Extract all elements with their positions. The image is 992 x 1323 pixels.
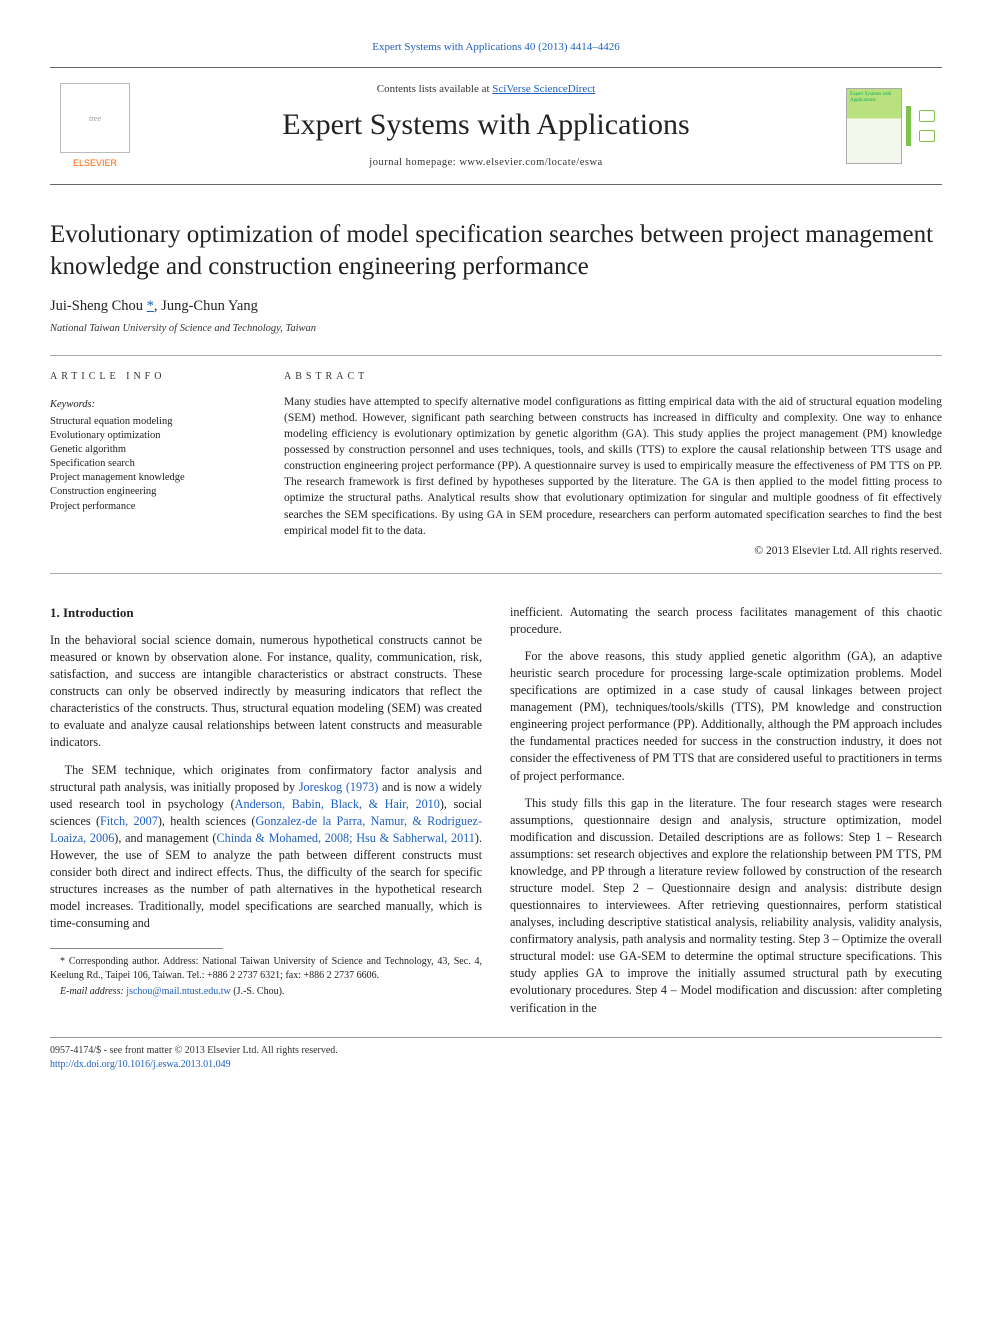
journal-cover-thumb: Expert Systems with Applications [846, 88, 902, 164]
abstract-head: ABSTRACT [284, 370, 942, 384]
corresponding-author-mark[interactable]: * [147, 298, 154, 314]
footnotes-block: * Corresponding author. Address: Nationa… [50, 948, 482, 999]
abstract-col: ABSTRACT Many studies have attempted to … [284, 370, 942, 559]
article-info-col: ARTICLE INFO Keywords: Structural equati… [50, 370, 260, 559]
abstract-text: Many studies have attempted to specify a… [284, 394, 942, 539]
article-info-head: ARTICLE INFO [50, 370, 260, 384]
email-footnote: E-mail address: jschou@mail.ntust.edu.tw… [50, 985, 482, 999]
affiliation: National Taiwan University of Science an… [50, 322, 942, 337]
keyword-item: Project performance [50, 500, 260, 514]
author-2: , Jung-Chun Yang [154, 298, 258, 314]
author-email-link[interactable]: jschou@mail.ntust.edu.tw [126, 986, 230, 997]
homepage-url[interactable]: www.elsevier.com/locate/eswa [459, 157, 602, 168]
top-citation: Expert Systems with Applications 40 (201… [50, 40, 942, 55]
sciencedirect-link[interactable]: SciVerse ScienceDirect [492, 83, 595, 95]
authors-line: Jui-Sheng Chou *, Jung-Chun Yang [50, 296, 942, 316]
keywords-head: Keywords: [50, 398, 260, 413]
keyword-item: Structural equation modeling [50, 415, 260, 429]
corner-badge-icon [906, 106, 942, 146]
doi-link[interactable]: http://dx.doi.org/10.1016/j.eswa.2013.01… [50, 1059, 231, 1070]
corresponding-footnote: * Corresponding author. Address: Nationa… [50, 955, 482, 982]
body-para: This study fills this gap in the literat… [510, 795, 942, 1017]
keyword-item: Evolutionary optimization [50, 429, 260, 443]
body-para: In the behavioral social science domain,… [50, 632, 482, 752]
paper-title: Evolutionary optimization of model speci… [50, 219, 942, 282]
homepage-label: journal homepage: [369, 157, 456, 168]
article-title-block: Evolutionary optimization of model speci… [50, 219, 942, 336]
contents-prefix: Contents lists available at [377, 83, 490, 95]
citation-link[interactable]: Chinda & Mohamed, 2008; Hsu & Sabherwal,… [216, 831, 474, 845]
journal-header: tree ELSEVIER Contents lists available a… [50, 67, 942, 185]
article-meta-row: ARTICLE INFO Keywords: Structural equati… [50, 355, 942, 574]
keyword-item: Project management knowledge [50, 471, 260, 485]
abstract-copyright: © 2013 Elsevier Ltd. All rights reserved… [284, 543, 942, 559]
journal-homepage-line: journal homepage: www.elsevier.com/locat… [152, 156, 820, 171]
header-right-thumbs: Expert Systems with Applications [832, 76, 942, 176]
journal-name: Expert Systems with Applications [152, 104, 820, 146]
citation-link[interactable]: Anderson, Babin, Black, & Hair, 2010 [235, 797, 440, 811]
publisher-logo: tree ELSEVIER [50, 76, 140, 176]
keywords-list: Structural equation modeling Evolutionar… [50, 415, 260, 514]
section-1-head: 1. Introduction [50, 604, 482, 622]
keyword-item: Specification search [50, 457, 260, 471]
front-matter-line: 0957-4174/$ - see front matter © 2013 El… [50, 1044, 942, 1058]
citation-link[interactable]: Fitch, 2007 [100, 814, 158, 828]
publisher-name: ELSEVIER [60, 157, 130, 170]
body-para: inefficient. Automating the search proce… [510, 604, 942, 638]
body-text: ), and management ( [114, 831, 216, 845]
badge-dot-icon [919, 110, 935, 122]
body-text: ), health sciences ( [158, 814, 256, 828]
elsevier-tree-icon: tree [60, 83, 130, 153]
contents-available-line: Contents lists available at SciVerse Sci… [152, 82, 820, 97]
cover-thumb-text: Expert Systems with Applications [850, 92, 898, 103]
citation-link[interactable]: Joreskog (1973) [299, 780, 379, 794]
footnote-separator [50, 948, 223, 949]
keyword-item: Construction engineering [50, 485, 260, 499]
page-footer: 0957-4174/$ - see front matter © 2013 El… [50, 1037, 942, 1072]
email-label: E-mail address: [60, 986, 124, 997]
body-columns: 1. Introduction In the behavioral social… [50, 604, 942, 1017]
author-1: Jui-Sheng Chou [50, 298, 143, 314]
email-suffix: (J.-S. Chou). [231, 986, 285, 997]
keyword-item: Genetic algorithm [50, 443, 260, 457]
badge-dot-icon [919, 130, 935, 142]
body-text: ). However, the use of SEM to analyze th… [50, 831, 482, 930]
body-para: For the above reasons, this study applie… [510, 648, 942, 785]
body-para: The SEM technique, which originates from… [50, 762, 482, 933]
